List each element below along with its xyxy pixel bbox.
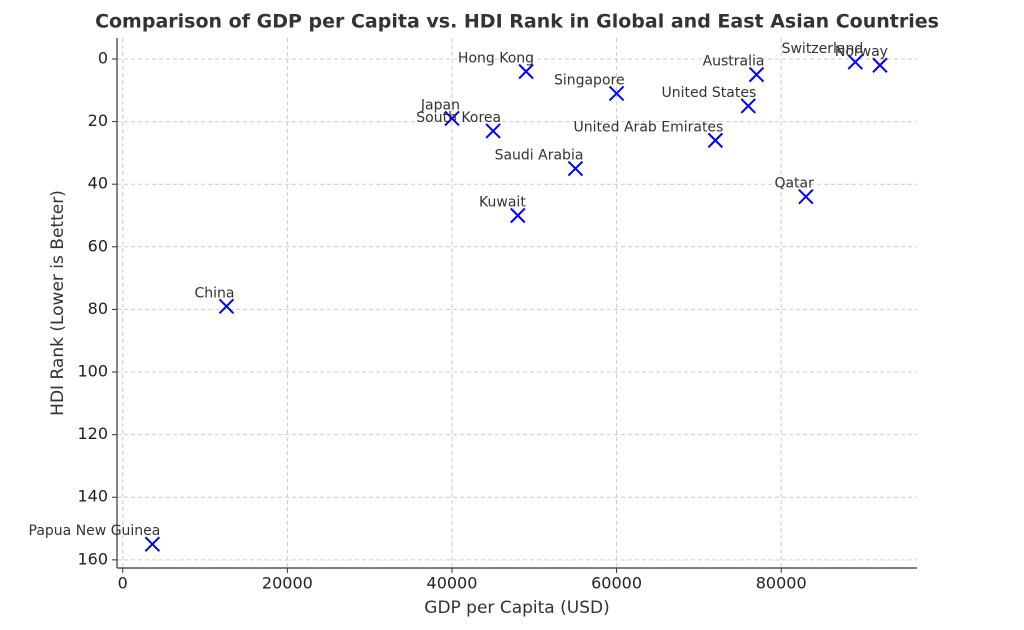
point-label: Qatar (774, 176, 814, 192)
point-stroke (567, 160, 584, 177)
point (608, 85, 625, 102)
point (444, 110, 460, 127)
y-axis-label: HDI Rank (Lower is Better) (48, 190, 68, 416)
point-stroke (798, 189, 814, 205)
point (510, 207, 526, 224)
point (144, 536, 161, 552)
x-tick-label: 60000 (591, 574, 642, 593)
point-label: Singapore (554, 72, 625, 88)
point (218, 298, 235, 314)
point-stroke (485, 123, 501, 139)
point-label: Switzerland (782, 41, 864, 57)
point-stroke (510, 207, 526, 224)
y-tick-label: 20 (88, 111, 108, 130)
x-tick-label: 80000 (756, 574, 807, 593)
point (740, 98, 756, 114)
point-label: United States (661, 85, 756, 101)
chart-title: Comparison of GDP per Capita vs. HDI Ran… (95, 11, 939, 33)
y-tick-label: 80 (88, 299, 108, 318)
point-stroke (707, 132, 724, 149)
y-tick-label: 60 (88, 236, 108, 255)
point-stroke (144, 536, 161, 552)
point-label: Japan (420, 97, 460, 113)
y-tick-label: 120 (77, 424, 108, 443)
point (567, 160, 584, 177)
point (518, 63, 534, 80)
point-label: Papua New Guinea (29, 523, 161, 539)
y-tick-label: 0 (98, 48, 108, 67)
y-tick-label: 40 (88, 174, 108, 193)
point (798, 189, 814, 205)
y-tick-label: 160 (77, 549, 108, 568)
x-tick-label: 20000 (262, 574, 313, 593)
y-tick-label: 100 (77, 362, 108, 381)
point-stroke (608, 85, 625, 102)
point-label: United Arab Emirates (574, 119, 724, 135)
point-label: Kuwait (479, 195, 526, 211)
point (707, 132, 724, 149)
y-tick-label: 140 (77, 487, 108, 506)
point-label: Norway (835, 44, 888, 60)
point (748, 66, 765, 83)
point-label: South Korea (416, 110, 501, 126)
point-stroke (740, 98, 756, 114)
point (485, 123, 501, 139)
x-axis-label: GDP per Capita (USD) (424, 598, 609, 618)
point (847, 54, 863, 70)
x-tick-label: 0 (118, 574, 128, 593)
point (872, 57, 888, 73)
x-tick-label: 40000 (427, 574, 478, 593)
point-stroke (847, 54, 863, 70)
point-stroke (218, 298, 235, 314)
point-label: Hong Kong (458, 50, 534, 66)
point-stroke (518, 63, 534, 80)
point-stroke (748, 66, 765, 83)
point-label: China (194, 285, 234, 301)
point-label: Saudi Arabia (495, 148, 584, 164)
point-stroke (444, 110, 460, 127)
point-label: Australia (703, 54, 765, 70)
point-stroke (872, 57, 888, 73)
